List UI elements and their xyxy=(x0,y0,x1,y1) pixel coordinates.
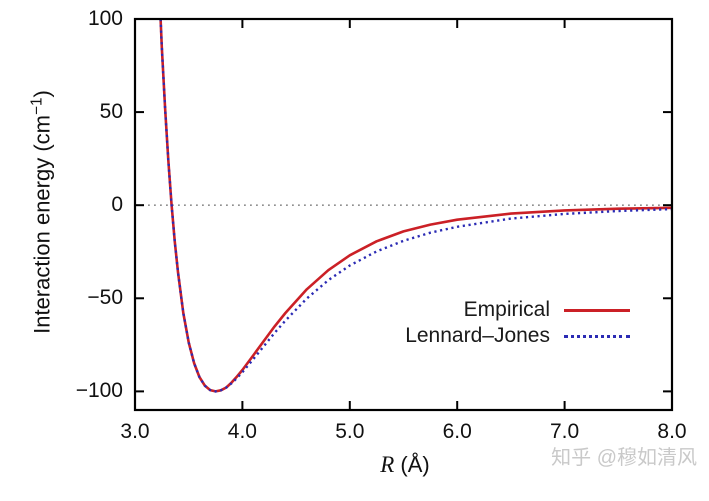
legend-line-sample-empirical xyxy=(564,308,630,312)
y-axis-label: Interaction energy (cm−1) xyxy=(28,90,55,334)
legend-label-lennard-jones: Lennard–Jones xyxy=(405,324,550,347)
legend-line-sample-lennard-jones xyxy=(564,334,630,338)
series-curve-lennard-jones xyxy=(159,18,673,393)
y-tick-label: 100 xyxy=(87,7,123,30)
legend-item-empirical: Empirical xyxy=(405,297,630,323)
y-axis-label-superscript: −1 xyxy=(28,97,46,116)
x-tick-label: 6.0 xyxy=(442,420,472,443)
legend-label-empirical: Empirical xyxy=(463,298,550,321)
y-tick-label: −50 xyxy=(87,286,123,310)
y-tick-label: −100 xyxy=(75,379,123,403)
plot-frame xyxy=(133,17,674,412)
x-tick-label: 5.0 xyxy=(335,420,365,443)
x-axis-label: R (Å) xyxy=(380,452,430,477)
legend: Empirical Lennard–Jones xyxy=(405,297,630,349)
watermark: 知乎 @穆如清风 xyxy=(551,447,697,469)
x-tick-label: 4.0 xyxy=(227,420,257,443)
x-tick-label: 7.0 xyxy=(549,420,580,443)
y-tick-label: 0 xyxy=(111,193,123,217)
x-tick-label: 8.0 xyxy=(657,420,687,443)
x-tick-label: 3.0 xyxy=(120,420,150,443)
y-tick-label: 50 xyxy=(99,100,123,124)
legend-item-lennard-jones: Lennard–Jones xyxy=(405,323,630,349)
x-axis-variable: R xyxy=(380,452,395,477)
